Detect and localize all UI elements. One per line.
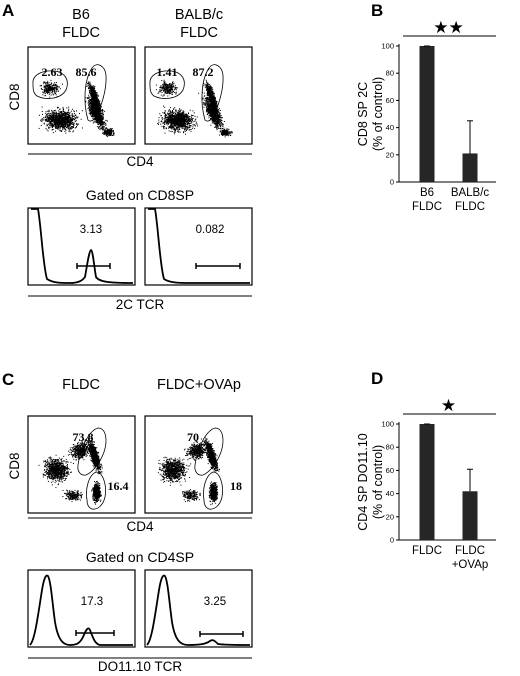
y-tick-label: 40 — [386, 123, 394, 132]
category-label: B6 — [420, 187, 434, 199]
gate-bottom-outline — [86, 471, 106, 510]
gate-top-outline — [194, 427, 224, 476]
panel-c-y-axis-label: CD8 — [7, 452, 22, 479]
hist-gate-percent: 0.082 — [196, 224, 225, 236]
panel-d-letter: D — [371, 369, 383, 388]
y-tick-label: 20 — [386, 150, 394, 159]
panel-a-histogram-1: 3.13 — [27, 207, 136, 286]
panel-c-histogram-2: 3.25 — [144, 569, 253, 648]
panel-a-x-axis-label: CD4 — [126, 154, 153, 169]
panel-a-dot-plot-2: 1.41 87.2 — [144, 46, 253, 145]
panel-c-hist-title: Gated on CD4SP — [86, 549, 194, 565]
panel-c-dot-plot-1: 73.8 16.4 — [27, 415, 136, 514]
y-tick-label: 0 — [390, 178, 394, 187]
gate-top-percent: 73.8 — [73, 430, 94, 444]
panel-b-bar-chart: CD8 SP 2C (% of control) 0 20 40 60 80 100 B6 FLD… — [356, 18, 496, 213]
hist-gate-percent: 17.3 — [81, 596, 103, 608]
gate-top-outline — [77, 427, 107, 476]
panel-c-plot2-title: FLDC+OVAp — [157, 377, 241, 393]
panel-a-y-axis-label: CD8 — [7, 83, 22, 110]
category-label: FLDC — [455, 545, 485, 557]
significance-star: ★★ — [433, 18, 463, 38]
panel-a-dot-plot-1: 2.63 85.6 — [27, 46, 136, 145]
gate-left-percent: 1.41 — [157, 65, 178, 79]
y-tick-label: 80 — [386, 69, 394, 78]
y-tick-label: 40 — [386, 489, 394, 498]
category-label: FLDC — [455, 201, 485, 213]
category-label: FLDC — [412, 201, 442, 213]
bar — [462, 491, 478, 540]
panel-a-plot1-title-line1: B6 — [72, 7, 90, 23]
y-tick-label: 80 — [386, 443, 394, 452]
panel-a-plot1-title-line2: FLDC — [62, 25, 100, 41]
y-tick-label: 0 — [390, 536, 394, 545]
significance-star: ★ — [441, 396, 456, 416]
panel-a-hist-title: Gated on CD8SP — [86, 187, 194, 203]
category-label: BALB/c — [451, 187, 490, 199]
panel-c-letter: C — [2, 370, 14, 389]
panel-c-x-axis-label: CD4 — [126, 519, 153, 534]
panel-a-letter: A — [2, 1, 14, 20]
bar — [419, 424, 435, 540]
panel-a-plot2-title-line1: BALB/c — [175, 7, 223, 23]
gate-right-outline — [84, 64, 107, 122]
hist-gate-percent: 3.13 — [80, 224, 102, 236]
hist-gate-percent: 3.25 — [204, 596, 226, 608]
gate-top-percent: 70 — [187, 430, 199, 444]
category-label: FLDC — [412, 545, 442, 557]
y-tick-label: 20 — [386, 512, 394, 521]
panel-a-hist-axis-label: 2C TCR — [116, 297, 165, 312]
gate-bottom-percent: 18 — [230, 479, 242, 493]
gate-bottom-outline — [203, 471, 223, 510]
panel-c-hist-axis-label: DO11.10 TCR — [98, 659, 183, 674]
chart-y-label: CD4 SP DO11.10 (% of control) — [356, 433, 385, 531]
y-tick-label: 60 — [386, 96, 394, 105]
y-tick-label: 100 — [381, 42, 394, 51]
gate-left-percent: 2.63 — [42, 65, 63, 79]
gate-left-outline — [149, 70, 185, 99]
panel-c-plot1-title: FLDC — [62, 377, 100, 393]
bar — [419, 46, 435, 182]
panel-b-letter: B — [371, 1, 383, 20]
gate-right-outline — [201, 64, 224, 122]
panel-a-plot2-title-line2: FLDC — [180, 25, 218, 41]
y-tick-label: 60 — [386, 466, 394, 475]
chart-y-label: CD8 SP 2C (% of control) — [356, 77, 385, 151]
gate-right-percent: 87.2 — [193, 65, 214, 79]
category-label: +OVAp — [452, 559, 489, 571]
gate-left-outline — [32, 70, 68, 99]
gate-bottom-percent: 16.4 — [108, 479, 129, 493]
gate-right-percent: 85.6 — [76, 65, 97, 79]
y-tick-label: 100 — [381, 420, 394, 429]
panel-a-histogram-2: 0.082 — [144, 207, 253, 286]
bar — [462, 153, 478, 182]
panel-d-bar-chart: CD4 SP DO11.10 (% of control) 0 20 40 60 80 100… — [356, 396, 496, 571]
panel-c-dot-plot-2: 70 18 — [144, 415, 253, 514]
panel-c-histogram-1: 17.3 — [27, 569, 136, 648]
